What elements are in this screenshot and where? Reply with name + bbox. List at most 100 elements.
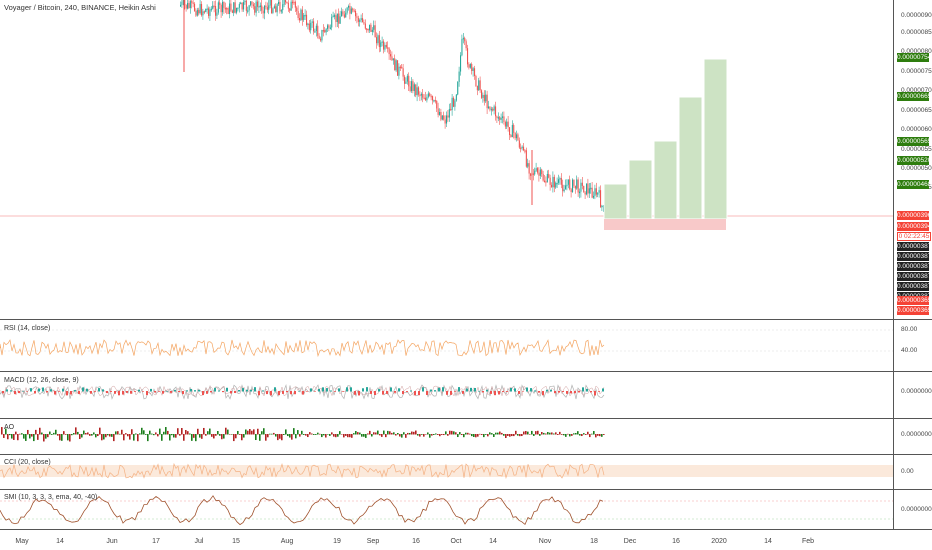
- candle: [233, 2, 235, 13]
- ao-bar: [353, 433, 355, 435]
- macd-histogram-bar: [426, 391, 428, 395]
- ao-bar: [443, 434, 445, 436]
- ao-bar: [235, 434, 237, 439]
- macd-pane-title[interactable]: MACD (12, 26, close, 9): [4, 377, 79, 384]
- candle: [552, 176, 554, 188]
- pane-divider[interactable]: [0, 489, 932, 490]
- ao-bar: [405, 434, 407, 438]
- ao-bar: [345, 434, 347, 436]
- ao-bar: [297, 430, 299, 435]
- candle: [346, 7, 348, 13]
- ao-bar: [381, 434, 383, 437]
- candle: [226, 8, 228, 10]
- ao-bar: [147, 434, 149, 442]
- candle: [486, 94, 488, 109]
- candle: [594, 188, 596, 196]
- candle: [485, 94, 487, 102]
- ao-bar: [245, 429, 247, 435]
- candle: [422, 93, 424, 98]
- candle: [238, 4, 240, 8]
- ao-bar: [155, 432, 157, 435]
- ao-bar: [501, 432, 503, 435]
- ao-bar: [575, 433, 577, 435]
- macd-histogram-bar: [590, 391, 592, 393]
- rsi-pane-title[interactable]: RSI (14, close): [4, 325, 51, 332]
- macd-histogram-bar: [78, 391, 80, 394]
- ao-bar: [13, 434, 15, 440]
- ao-bar: [69, 434, 71, 442]
- ao-bar: [159, 428, 161, 435]
- ao-bar: [199, 434, 201, 438]
- price-tag-green: 0.00000520: [897, 156, 932, 165]
- candle: [320, 38, 322, 41]
- pane-divider[interactable]: [0, 371, 932, 372]
- ao-bar: [379, 434, 381, 436]
- ao-bar: [365, 434, 367, 438]
- ao-bar: [149, 430, 151, 435]
- time-tick: 17: [152, 538, 160, 545]
- pane-divider[interactable]: [0, 454, 932, 455]
- candle: [454, 100, 456, 107]
- smi-pane-title[interactable]: SMI (10, 3, 3, 3, ema, 40, -40): [4, 494, 98, 501]
- macd-histogram-bar: [494, 391, 496, 396]
- candle: [481, 90, 483, 98]
- candle: [413, 84, 415, 91]
- candle: [423, 97, 425, 100]
- ao-bar: [93, 432, 95, 435]
- ao-bar: [83, 430, 85, 435]
- ao-bar: [169, 434, 171, 441]
- candle: [405, 81, 407, 84]
- pane-divider[interactable]: [0, 319, 932, 320]
- ao-bar: [309, 432, 311, 435]
- candle: [474, 68, 476, 76]
- ao-bar: [573, 433, 575, 435]
- ao-bar: [547, 432, 549, 435]
- candle: [229, 3, 231, 15]
- ao-bar: [433, 434, 435, 435]
- macd-histogram-bar: [298, 390, 300, 392]
- candle: [329, 27, 331, 29]
- candle: [467, 48, 469, 65]
- macd-histogram-bar: [182, 391, 184, 395]
- macd-histogram-bar: [478, 390, 480, 392]
- macd-histogram-bar: [202, 391, 204, 396]
- macd-histogram-bar: [490, 391, 492, 394]
- ao-bar: [17, 434, 19, 441]
- candle: [206, 8, 208, 10]
- macd-histogram-bar: [178, 391, 180, 393]
- time-tick: 16: [672, 538, 680, 545]
- candle: [580, 182, 582, 192]
- ao-bar: [551, 432, 553, 435]
- candle: [509, 127, 511, 136]
- ao-bar: [577, 431, 579, 435]
- projection-box: [678, 96, 703, 220]
- macd-histogram-bar: [6, 389, 8, 392]
- ao-bar: [319, 433, 321, 435]
- ao-bar: [143, 430, 145, 435]
- ao-pane-title[interactable]: AO: [4, 424, 15, 431]
- macd-histogram-bar: [546, 389, 548, 392]
- candle: [455, 94, 457, 101]
- macd-histogram-bar: [254, 387, 256, 392]
- cci-pane-title[interactable]: CCI (20, close): [4, 459, 51, 466]
- ao-bar: [553, 433, 555, 435]
- candle: [208, 8, 210, 16]
- ao-bar: [181, 428, 183, 435]
- macd-histogram-bar: [294, 391, 296, 395]
- ao-bar: [317, 432, 319, 435]
- macd-histogram-bar: [502, 391, 504, 392]
- candle: [300, 9, 302, 21]
- candle: [289, 8, 291, 11]
- candle: [595, 188, 597, 195]
- price-tag-black: 0.00000387: [897, 262, 932, 271]
- pane-divider[interactable]: [0, 418, 932, 419]
- candle: [488, 106, 490, 109]
- macd-histogram-bar: [70, 391, 72, 395]
- ao-bar: [77, 431, 79, 435]
- macd-histogram-bar: [190, 388, 192, 392]
- candle: [556, 182, 558, 185]
- ao-bar: [323, 434, 325, 436]
- candle: [362, 18, 364, 23]
